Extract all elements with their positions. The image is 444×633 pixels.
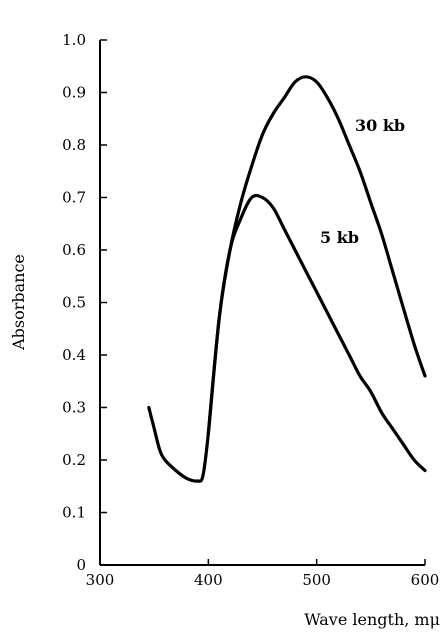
y-tick-label: 0.2 [62, 451, 86, 469]
series-line-1 [147, 193, 427, 483]
y-tick-label: 1.0 [62, 31, 86, 49]
y-tick-label: 0.8 [62, 136, 86, 154]
y-ticks: 0 0.1 0.2 0.3 0.4 0.5 0.6 0.7 0.8 0.9 1.0 [62, 31, 107, 574]
x-tick-label: 300 [86, 571, 115, 589]
y-tick-label: 0.7 [62, 189, 86, 207]
y-tick-label: 0.5 [62, 294, 86, 312]
x-axis-title: Wave length, mμ [304, 610, 440, 629]
x-tick-label: 500 [302, 571, 331, 589]
y-tick-label: 0 [76, 556, 86, 574]
series-line-0 [206, 75, 427, 436]
y-tick-label: 0.4 [62, 346, 86, 364]
y-tick-label: 0.9 [62, 84, 86, 102]
y-tick-label: 0.1 [62, 504, 86, 522]
y-tick-label: 0.6 [62, 241, 86, 259]
curves [147, 75, 427, 483]
x-tick-label: 600 [411, 571, 440, 589]
series-label-30kb: 30 kb [355, 116, 405, 135]
x-ticks: 300 400 500 600 [86, 559, 440, 589]
x-tick-label: 400 [194, 571, 223, 589]
y-tick-label: 0.3 [62, 399, 86, 417]
y-axis-title: Absorbance [9, 254, 28, 351]
series-label-5kb: 5 kb [320, 228, 359, 247]
